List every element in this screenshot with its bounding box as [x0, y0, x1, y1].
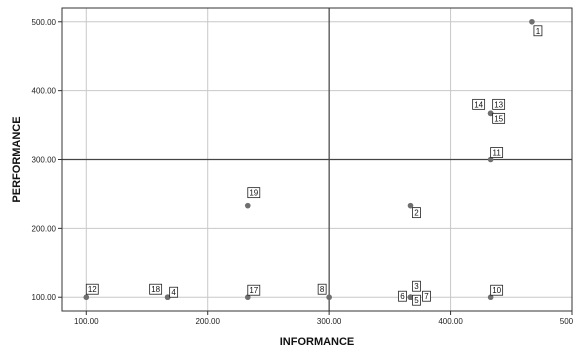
x-tick-label: 200.00 — [195, 317, 220, 326]
data-point — [487, 156, 494, 163]
point-label: 18 — [149, 283, 163, 295]
point-labels: 1 13 14 15 11 2 19 12 18 4 17 8 3 56 7 10 — [85, 25, 543, 306]
y-tick-label: 500.00 — [32, 18, 57, 27]
data-point — [244, 294, 251, 301]
point-label-text: 14 — [474, 100, 483, 109]
point-label: 2 — [412, 207, 421, 219]
point-label-box — [490, 147, 504, 158]
point-label: 5 — [412, 294, 421, 306]
point-label-text: 2 — [414, 209, 419, 218]
reference-lines — [62, 8, 572, 311]
point-label-text: 11 — [492, 149, 501, 158]
point-label-box — [169, 286, 179, 298]
point-label: 8 — [317, 283, 327, 295]
x-tick-label: 100.00 — [74, 317, 99, 326]
point-label-text: 6 — [400, 292, 405, 301]
point-label-box — [492, 112, 506, 124]
data-point — [487, 294, 494, 301]
point-label-box — [398, 290, 407, 302]
y-tick-label: 100.00 — [32, 293, 57, 302]
point-label-box — [490, 284, 504, 296]
point-label: 4 — [169, 286, 179, 298]
point-label-box — [85, 283, 99, 295]
data-point — [83, 294, 90, 301]
point-label: 10 — [490, 284, 504, 296]
point-label-text: 4 — [171, 288, 176, 297]
point-label-text: 10 — [492, 286, 501, 295]
data-point — [407, 202, 414, 209]
point-label: 15 — [492, 112, 506, 124]
data-point — [326, 294, 332, 301]
point-label: 11 — [490, 147, 504, 158]
point-label-box — [247, 284, 261, 296]
y-tick-label: 300.00 — [32, 156, 57, 165]
x-tick-label: 300.00 — [317, 317, 342, 326]
point-label-text: 5 — [414, 296, 419, 305]
point-label-text: 18 — [151, 285, 160, 294]
point-label-box — [412, 280, 421, 292]
point-label-text: 12 — [88, 285, 97, 294]
point-label-text: 8 — [320, 285, 325, 294]
point-label-box — [149, 283, 163, 295]
point-label-text: 1 — [536, 27, 541, 36]
point-label: 1 — [533, 25, 543, 37]
point-label: 13 — [492, 98, 506, 110]
point-label: 17 — [247, 284, 261, 296]
point-label: 14 — [472, 98, 486, 110]
point-label: 7 — [422, 290, 431, 302]
point-label-text: 17 — [249, 286, 258, 295]
point-label: 6 — [398, 290, 407, 302]
tick-labels: 100.00 200.00 300.00 400.00 500.00 100.00 200.… — [32, 18, 573, 326]
y-axis-title: PERFORMANCE — [11, 116, 23, 202]
point-label-box — [247, 187, 261, 199]
point-label-box — [412, 207, 421, 219]
data-point — [244, 202, 251, 209]
data-point — [164, 294, 171, 301]
point-label: 3 — [412, 280, 421, 292]
point-label-text: 15 — [494, 114, 503, 123]
point-label-box — [492, 98, 506, 110]
point-label: 19 — [247, 187, 261, 199]
x-axis-title: INFORMANCE — [280, 336, 355, 348]
x-tick-label: 400.00 — [438, 317, 463, 326]
point-label-text: 7 — [424, 292, 429, 301]
point-label-text: 3 — [414, 282, 419, 291]
y-tick-label: 200.00 — [32, 224, 57, 233]
point-label-box — [317, 283, 327, 295]
point-label-text: 19 — [249, 189, 258, 198]
data-points — [83, 18, 535, 301]
point-label-box — [422, 290, 431, 302]
y-tick-label: 400.00 — [32, 87, 57, 96]
x-tick-label: 500.00 — [560, 317, 573, 326]
point-label-box — [472, 98, 486, 110]
data-point — [487, 110, 494, 117]
point-label-box — [533, 25, 543, 37]
data-point — [407, 294, 414, 301]
point-label-text: 13 — [494, 100, 503, 109]
point-label: 12 — [85, 283, 99, 295]
point-label-box — [412, 294, 421, 306]
data-point — [529, 18, 535, 25]
